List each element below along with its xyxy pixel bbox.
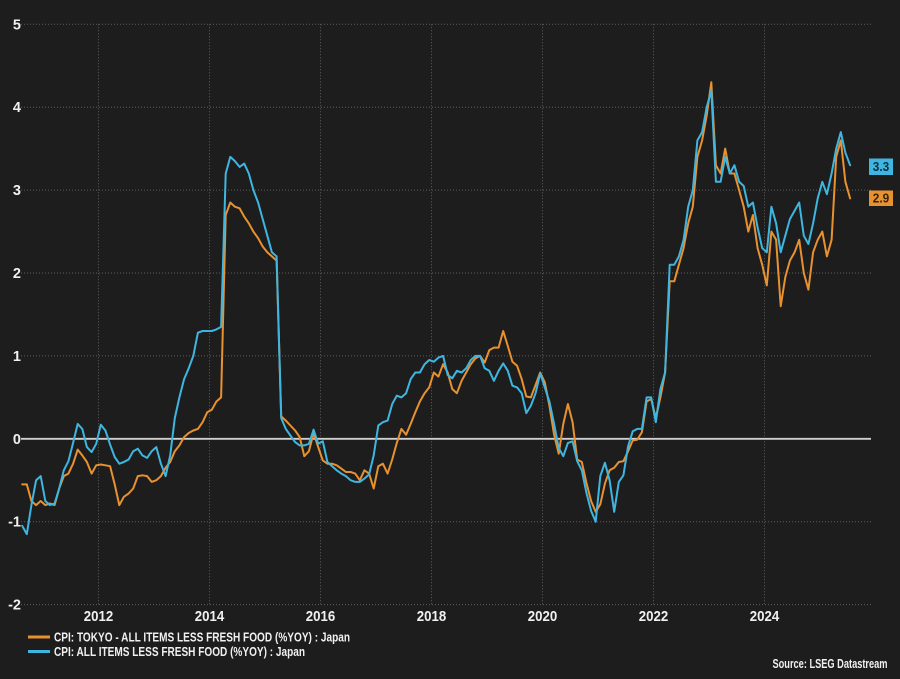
svg-text:5: 5 — [13, 17, 21, 33]
svg-text:2020: 2020 — [528, 608, 558, 625]
svg-text:2022: 2022 — [639, 608, 669, 625]
svg-text:2014: 2014 — [195, 608, 225, 625]
svg-text:-2: -2 — [8, 598, 21, 614]
svg-text:CPI: TOKYO - ALL ITEMS LESS FR: CPI: TOKYO - ALL ITEMS LESS FRESH FOOD (… — [54, 630, 350, 645]
svg-text:2016: 2016 — [306, 608, 336, 625]
svg-text:2.9: 2.9 — [873, 192, 890, 206]
svg-text:3.3: 3.3 — [873, 160, 890, 174]
svg-text:2012: 2012 — [84, 608, 114, 625]
svg-text:2024: 2024 — [750, 608, 780, 625]
svg-text:0: 0 — [13, 432, 21, 448]
svg-text:2: 2 — [13, 266, 21, 282]
svg-text:1: 1 — [13, 349, 21, 365]
svg-text:2018: 2018 — [417, 608, 447, 625]
svg-text:Source: LSEG Datastream: Source: LSEG Datastream — [773, 657, 888, 671]
svg-text:4: 4 — [13, 100, 21, 116]
svg-text:3: 3 — [13, 183, 21, 199]
svg-text:-1: -1 — [8, 515, 21, 531]
svg-text:CPI: ALL ITEMS LESS FRESH FOOD: CPI: ALL ITEMS LESS FRESH FOOD (%YOY) : … — [54, 644, 305, 659]
